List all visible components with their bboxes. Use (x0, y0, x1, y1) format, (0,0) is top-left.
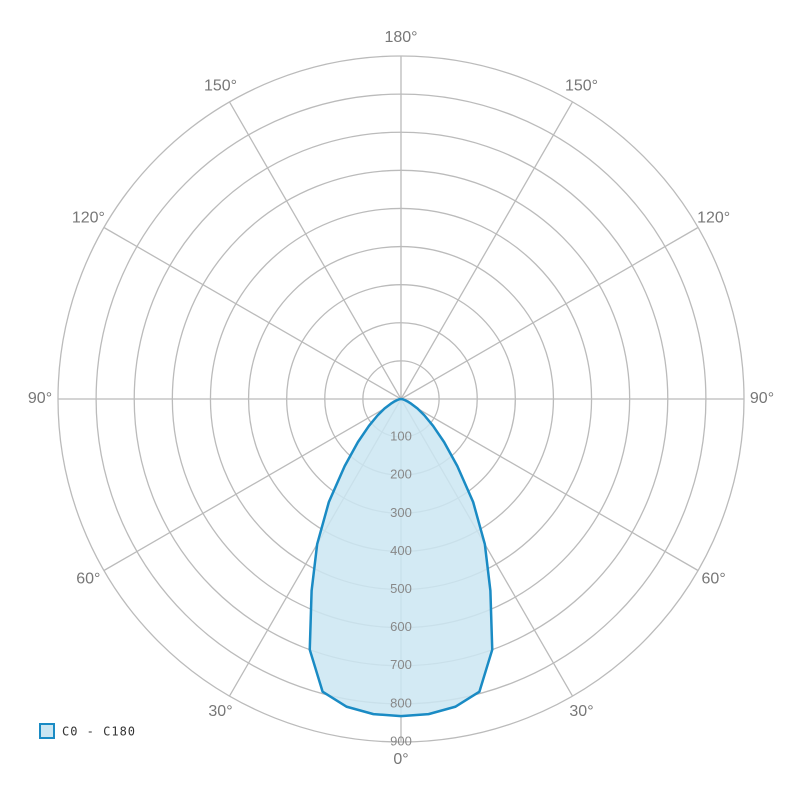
area-fill (401, 399, 493, 717)
grid-spoke (400, 101, 574, 400)
area-fill (309, 399, 401, 717)
legend-label: C0 - C180 (62, 725, 136, 739)
angle-label: 30° (208, 703, 232, 720)
radial-label: 100 (390, 429, 412, 444)
radial-label: 500 (390, 581, 412, 596)
angle-label: 150° (204, 78, 237, 95)
grid-spoke (400, 398, 699, 572)
curve-line (308, 397, 402, 718)
angle-label: 90° (28, 390, 52, 407)
radial-label: 600 (390, 619, 412, 634)
radial-label: 800 (390, 695, 412, 710)
angle-label: 60° (702, 571, 726, 588)
grid-spoke (103, 226, 402, 400)
labels: 0° 30° 30° 60° 60° 90° 90° 120° 120° 150° 150° 180°… (28, 29, 774, 768)
angle-label: 60° (76, 571, 100, 588)
plot (308, 397, 494, 718)
radial-label: 200 (390, 467, 412, 482)
angle-label: 180° (384, 29, 417, 46)
angle-label: 120° (72, 210, 105, 227)
radial-label: 700 (390, 657, 412, 672)
angle-label: 0° (393, 751, 408, 768)
angle-label: 90° (750, 390, 774, 407)
angle-label: 120° (697, 210, 730, 227)
angle-label: 150° (565, 78, 598, 95)
legend-swatch (39, 723, 55, 739)
angle-label: 30° (569, 703, 593, 720)
radial-label: 300 (390, 505, 412, 520)
radial-label: 400 (390, 543, 412, 558)
curve-line (400, 397, 494, 718)
grid-spoke (103, 398, 402, 572)
grid-spoke (228, 101, 402, 400)
radial-label: 900 (390, 733, 412, 748)
grid-spoke (400, 226, 699, 400)
